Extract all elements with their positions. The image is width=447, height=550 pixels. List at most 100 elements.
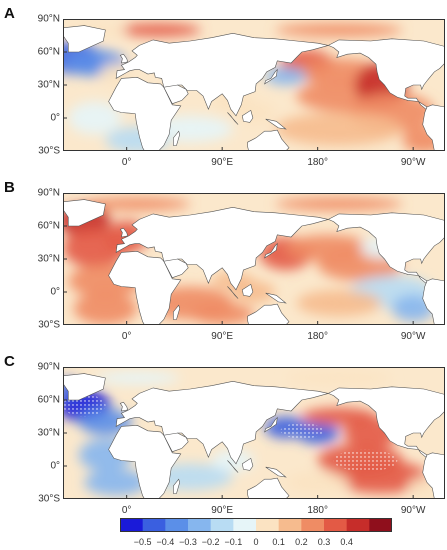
- lat-tick-label: 90°N: [37, 361, 60, 373]
- lat-tick-label: 30°N: [37, 79, 60, 91]
- lat-tick-label: 0°: [50, 460, 60, 472]
- anomaly-region: [275, 112, 403, 146]
- lon-tick-label: 180°: [307, 331, 328, 342]
- colorbar-tick-label: 0.2: [295, 537, 308, 547]
- colorbar-segment: [142, 518, 166, 532]
- land-arabia: [163, 84, 189, 105]
- anomaly-region: [391, 295, 435, 322]
- land-arabia: [163, 258, 189, 279]
- colorbar-tick-label: −0.2: [201, 537, 220, 547]
- colorbar-segment: [165, 518, 189, 532]
- land-japan: [264, 416, 278, 433]
- land-japan: [264, 242, 278, 259]
- anomaly-region: [68, 101, 122, 135]
- lon-tick-label: 180°: [307, 157, 328, 168]
- anomaly-region: [275, 197, 403, 211]
- lat-tick-label: 30°S: [38, 493, 60, 505]
- anomaly-region: [84, 197, 191, 211]
- map-panel-b: B 90°N 60°N 30°N 0° 30°S 0° 90°E 180° 90°W: [0, 177, 447, 355]
- anomaly-region: [190, 303, 254, 325]
- lat-tick-label: 60°N: [37, 46, 60, 58]
- land-africa: [108, 76, 182, 151]
- colorbar-tick-label: −0.3: [179, 537, 197, 547]
- lon-tick-label: 90°E: [211, 157, 234, 168]
- lat-tick-label: 30°S: [38, 145, 60, 157]
- anomaly-region: [296, 289, 382, 317]
- colorbar-segment: [210, 518, 234, 532]
- colorbar-segment: [188, 518, 212, 532]
- land-uk: [119, 401, 129, 412]
- land-southam: [422, 452, 445, 499]
- land-newguinea: [265, 292, 287, 304]
- colorbar-tick-label: −0.4: [156, 537, 175, 547]
- lat-tick-label: 90°N: [37, 13, 60, 25]
- anomaly-region: [73, 292, 138, 325]
- colorbar-segment: [278, 518, 302, 532]
- lon-tick-label: 90°E: [211, 505, 234, 516]
- anomaly-region: [232, 281, 276, 303]
- land-africa: [108, 250, 182, 325]
- lon-tick-label: 0°: [121, 157, 132, 168]
- colorbar-tick-label: 0.1: [272, 537, 285, 547]
- lon-tick-label: 0°: [121, 331, 132, 342]
- land-indonesia2: [241, 283, 254, 297]
- anomaly-map: [63, 19, 445, 151]
- land-madagascar: [173, 478, 181, 494]
- land-indonesia2: [241, 109, 254, 123]
- land-japan: [264, 68, 278, 85]
- lon-tick-label: 90°W: [400, 331, 426, 342]
- land-madagascar: [173, 130, 181, 146]
- land-southam: [422, 104, 445, 151]
- anomaly-region: [275, 23, 403, 37]
- land-indonesia1: [227, 460, 239, 473]
- significance-stipple: [280, 423, 323, 439]
- land-madagascar: [173, 304, 181, 320]
- colorbar-tick-label: 0.3: [317, 537, 331, 547]
- land-northam: [327, 386, 445, 458]
- land-uk: [119, 53, 129, 64]
- land-indonesia2: [241, 457, 254, 471]
- land-greenland: [63, 373, 106, 401]
- lat-tick-label: 30°S: [38, 319, 60, 331]
- lon-tick-label: 90°W: [400, 157, 426, 168]
- significance-stipple: [333, 449, 398, 472]
- colorbar-svg: [120, 518, 393, 532]
- land-greenland: [63, 25, 106, 53]
- lon-tick-label: 180°: [307, 505, 328, 516]
- lon-tick-label: 0°: [121, 505, 132, 516]
- lat-tick-label: 60°N: [37, 220, 60, 232]
- anomaly-map: [63, 367, 445, 499]
- colorbar-segment: [369, 518, 393, 532]
- land-northam: [327, 212, 445, 284]
- lat-tick-label: 90°N: [37, 187, 60, 199]
- colorbar-segment: [324, 518, 348, 532]
- anomaly-map: [63, 193, 445, 325]
- colorbar-segment: [233, 518, 257, 532]
- lat-tick-label: 0°: [50, 112, 60, 124]
- panel-letter: A: [4, 5, 15, 22]
- colorbar-frame: [120, 518, 392, 532]
- lon-tick-label: 90°W: [400, 505, 426, 516]
- land-africa: [108, 424, 182, 499]
- lon-tick-label: 90°E: [211, 331, 234, 342]
- panel-letter: C: [4, 353, 15, 370]
- anomaly-region: [116, 23, 201, 37]
- anomaly-region: [285, 471, 350, 494]
- anomaly-region: [84, 469, 148, 496]
- land-southam: [422, 278, 445, 325]
- lat-tick-label: 60°N: [37, 394, 60, 406]
- land-newguinea: [265, 466, 287, 478]
- colorbar-tick-label: −0.5: [133, 537, 152, 547]
- land-indonesia1: [227, 112, 239, 125]
- colorbar-tick-label: 0.4: [340, 537, 353, 547]
- land-greenland: [63, 199, 106, 227]
- colorbar-tick-label: 0: [253, 537, 259, 547]
- lat-tick-label: 30°N: [37, 427, 60, 439]
- land-arabia: [163, 432, 189, 453]
- anomaly-region: [264, 67, 308, 85]
- map-panel-a: A 90°N 60°N 30°N 0° 30°S 0° 90°E 180° 90°W: [0, 3, 447, 181]
- colorbar-segment: [256, 518, 280, 532]
- anomaly-region: [285, 371, 392, 385]
- lat-tick-label: 0°: [50, 286, 60, 298]
- colorbar: [120, 518, 393, 532]
